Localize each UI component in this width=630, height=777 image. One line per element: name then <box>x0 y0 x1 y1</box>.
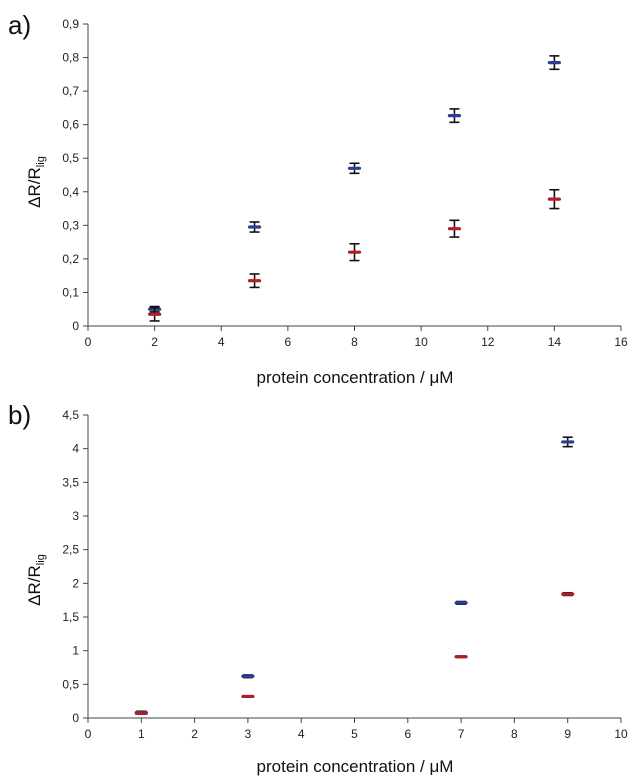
x-tick-label: 3 <box>245 727 252 741</box>
y-tick-label: 2,5 <box>62 543 79 557</box>
y-ticks-a: 0 0,1 0,2 0,3 0,4 0,5 0,6 0,7 0,8 0,9 <box>62 17 88 333</box>
data-point-series-2 <box>241 694 255 699</box>
y-axis-title-sub-b: lig <box>35 554 47 565</box>
x-tick-label: 0 <box>85 727 92 741</box>
x-tick-label: 7 <box>458 727 465 741</box>
y-tick-label: 0 <box>72 711 79 725</box>
axes-b <box>87 415 621 719</box>
x-tick-label: 10 <box>614 727 628 741</box>
x-tick-label: 14 <box>548 335 562 349</box>
data-point-series-2 <box>547 188 561 210</box>
y-axis-title-main-b: ΔR/R <box>25 565 44 606</box>
data-point-series-2 <box>561 591 575 597</box>
data-point-series-1 <box>547 55 561 71</box>
data-marks-b <box>134 436 575 715</box>
x-tick-label: 6 <box>285 335 292 349</box>
y-axis-title-sub-a: lig <box>35 156 47 167</box>
x-ticks-b: 0 1 2 3 4 5 6 7 8 9 10 <box>85 718 628 741</box>
y-tick-label: 0 <box>72 319 79 333</box>
x-tick-label: 8 <box>511 727 518 741</box>
y-tick-label: 1,5 <box>62 610 79 624</box>
data-point-series-1 <box>247 221 262 233</box>
data-point-series-2 <box>447 219 462 238</box>
y-tick-label: 0,5 <box>62 677 79 691</box>
y-tick-label: 0,7 <box>62 84 79 98</box>
x-tick-label: 16 <box>614 335 628 349</box>
data-point-series-1 <box>447 108 462 124</box>
data-point-series-1 <box>454 600 468 606</box>
x-ticks-a: 0 2 4 6 8 10 12 14 16 <box>85 326 628 349</box>
y-axis-title-main-a: ΔR/R <box>25 167 44 208</box>
x-tick-label: 1 <box>138 727 145 741</box>
data-point-series-2 <box>347 242 362 262</box>
x-tick-label: 0 <box>85 335 92 349</box>
x-tick-label: 8 <box>351 335 358 349</box>
x-tick-label: 4 <box>218 335 225 349</box>
y-tick-label: 4,5 <box>62 408 79 422</box>
x-axis-title-b: protein concentration / μM <box>257 757 454 776</box>
y-tick-label: 0,6 <box>62 118 79 132</box>
y-tick-label: 3,5 <box>62 475 79 489</box>
panel-label-b: b) <box>8 400 31 430</box>
y-tick-label: 0,8 <box>62 51 79 65</box>
x-tick-label: 6 <box>404 727 411 741</box>
data-point-series-2 <box>247 273 262 289</box>
y-tick-label: 0,1 <box>62 285 79 299</box>
y-tick-label: 2 <box>72 576 79 590</box>
y-tick-label: 0,3 <box>62 218 79 232</box>
y-tick-label: 0,5 <box>62 151 79 165</box>
x-tick-label: 9 <box>564 727 571 741</box>
x-axis-title-a: protein concentration / μM <box>257 368 454 387</box>
y-axis-title-a: ΔR/Rlig <box>25 156 47 208</box>
y-tick-label: 3 <box>72 509 79 523</box>
x-tick-label: 2 <box>191 727 198 741</box>
data-point-series-2 <box>134 711 148 715</box>
axes-a <box>87 24 621 327</box>
y-tick-label: 1 <box>72 644 79 658</box>
y-tick-label: 0,4 <box>62 185 79 199</box>
x-tick-label: 12 <box>481 335 495 349</box>
data-point-series-1 <box>347 162 362 175</box>
chart-panel-b: b) 0 0,5 1 1,5 2 2,5 3 3,5 4 4,5 0 1 2 3 4 5 6 7 8 9 10 pro… <box>8 400 628 776</box>
x-tick-label: 5 <box>351 727 358 741</box>
panel-label-a: a) <box>8 10 31 40</box>
y-tick-label: 0,9 <box>62 17 79 31</box>
data-point-series-1 <box>561 436 575 448</box>
y-ticks-b: 0 0,5 1 1,5 2 2,5 3 3,5 4 4,5 <box>62 408 88 725</box>
y-axis-title-b: ΔR/Rlig <box>25 554 47 606</box>
data-point-series-1 <box>241 674 255 679</box>
y-tick-label: 4 <box>72 442 79 456</box>
x-tick-label: 10 <box>414 335 428 349</box>
data-point-series-2 <box>454 655 468 659</box>
chart-panel-a: a) 0 0,1 0,2 0,3 0,4 0,5 0,6 0,7 0,8 0,9 0 2 4 6 8 10 1… <box>8 10 628 387</box>
x-tick-label: 2 <box>151 335 158 349</box>
y-tick-label: 0,2 <box>62 252 79 266</box>
data-marks-a <box>148 55 561 322</box>
data-point-series-2 <box>148 306 162 322</box>
x-tick-label: 4 <box>298 727 305 741</box>
